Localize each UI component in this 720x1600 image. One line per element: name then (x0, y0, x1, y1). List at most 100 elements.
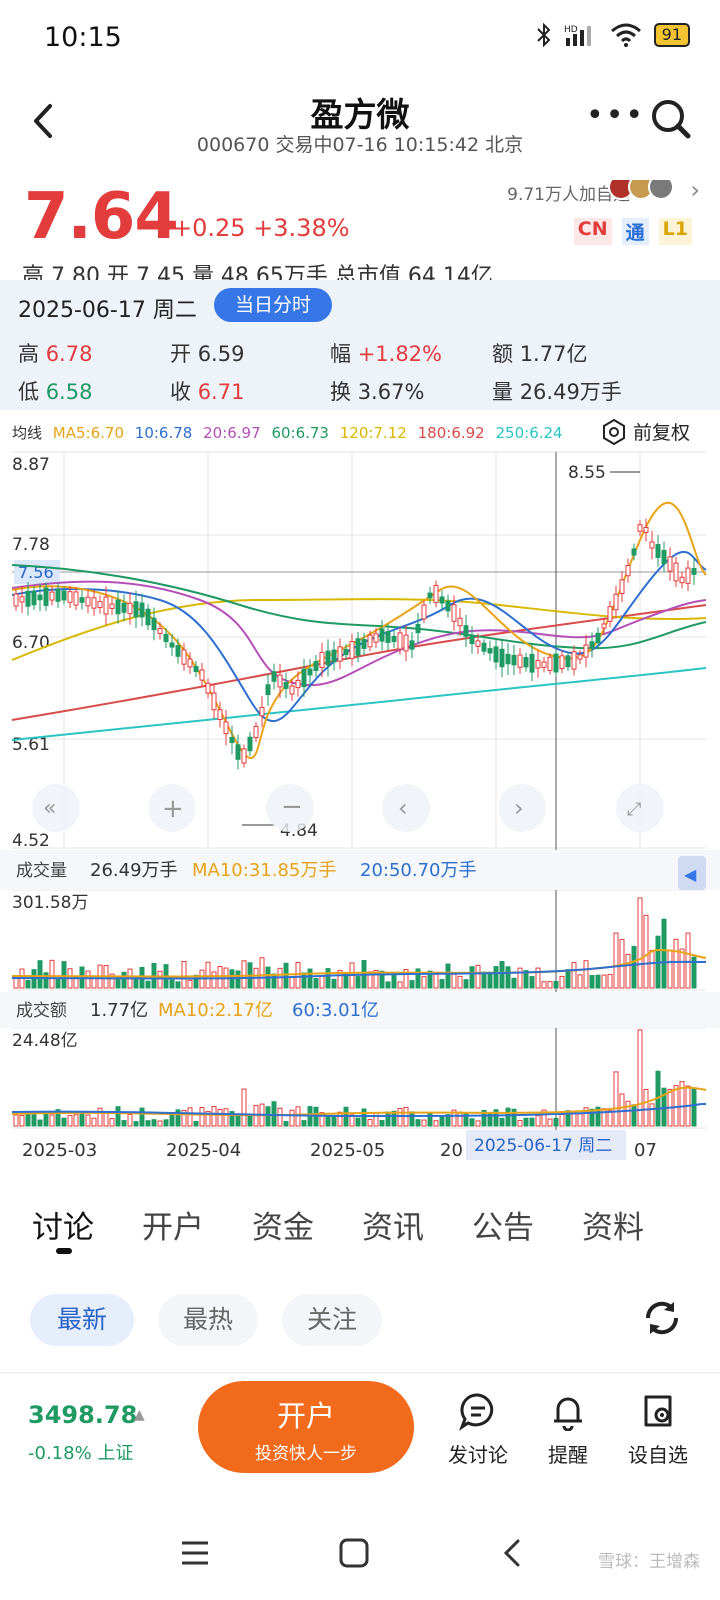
amount-bar (133, 1121, 139, 1127)
menu-icon[interactable] (180, 1539, 210, 1567)
amount-bar (373, 1112, 379, 1127)
volume-bar (643, 914, 649, 989)
quote-stats-row: 高 7.80 开 7.45 量 48.65万手 总市值 64.14亿 (22, 264, 493, 280)
open-account-button[interactable]: 开户 投资快人一步 (198, 1381, 414, 1473)
amount-bar (355, 1117, 361, 1127)
candle (223, 721, 229, 735)
pill-latest[interactable]: 最新 (30, 1294, 134, 1346)
followers-count[interactable]: 9.71万人加自选 (507, 185, 630, 205)
candle (601, 623, 607, 629)
chevron-left-icon: ‹ (398, 794, 408, 822)
more-icon[interactable]: ••• (586, 98, 646, 133)
tab-discussion[interactable]: 讨论 (32, 1210, 94, 1246)
volume-bar (319, 975, 325, 989)
amount-bar (145, 1120, 151, 1127)
candle (691, 567, 697, 575)
tab-announcements[interactable]: 公告 (472, 1210, 534, 1246)
connect-badge: 通 (621, 218, 649, 245)
market-badges: CN 通 L1 (573, 218, 692, 245)
amount-bar (265, 1106, 271, 1127)
kline-chart-area[interactable]: 均线 MA5:6.70 10:6.78 20:6.97 60:6.73 120:… (0, 410, 720, 1180)
candle (211, 692, 217, 711)
volume-bar (493, 966, 499, 989)
scroll-left-fast-button (32, 784, 80, 832)
candle (391, 635, 397, 643)
home-icon[interactable] (338, 1537, 370, 1569)
amount-max-label: 24.48亿 (12, 1031, 78, 1051)
amount-bar (241, 1088, 247, 1127)
chevron-right-icon[interactable]: › (690, 180, 700, 204)
back-nav-icon[interactable] (498, 1537, 526, 1569)
volume-bar (637, 897, 643, 989)
candle (67, 591, 73, 603)
ma120-value: 120:7.12 (339, 424, 407, 442)
alert-button[interactable]: 提醒 (528, 1391, 608, 1468)
candle (325, 650, 331, 666)
status-bar: 10:15 HD 91 (0, 0, 720, 80)
intraday-button[interactable]: 当日分时 (214, 288, 332, 322)
candle (445, 600, 451, 612)
candle (247, 736, 253, 752)
amount-bar (625, 1100, 631, 1127)
cn-badge: CN (573, 218, 612, 245)
tab-funds[interactable]: 资金 (252, 1210, 314, 1246)
tab-profile[interactable]: 资料 (582, 1210, 644, 1246)
candle (667, 556, 673, 572)
candle (259, 707, 265, 717)
amount-bar (517, 1120, 523, 1127)
back-icon[interactable] (20, 96, 70, 146)
amount-bar (433, 1120, 439, 1127)
add-watchlist-button[interactable]: 设自选 (618, 1391, 698, 1468)
low-stat: 低 6.58 (18, 376, 92, 406)
candle (73, 591, 79, 606)
level1-badge: L1 (658, 218, 692, 245)
volume-bar (187, 979, 193, 989)
close-stat: 收 6.71 (170, 376, 244, 406)
volume-bar (505, 966, 511, 989)
tab-open-account[interactable]: 开户 (142, 1210, 204, 1246)
amplitude-stat: 幅 +1.82% (330, 338, 442, 368)
day-detail-panel: 2025-06-17 周二 当日分时 高 6.78 开 6.59 幅 +1.82… (0, 280, 720, 410)
volume-title: 成交量 (16, 861, 67, 881)
tab-news[interactable]: 资讯 (362, 1210, 424, 1246)
pill-hot[interactable]: 最热 (158, 1294, 258, 1346)
candle (517, 654, 523, 668)
adjust-label: 前复权 (632, 422, 690, 444)
quote-panel: 7.64 +0.25 +3.38% 9.71万人加自选 › CN 通 L1 高 … (0, 180, 720, 280)
kline-svg: 8.87 7.78 6.70 5.61 4.52 7.56 8.55 4.84 (0, 451, 720, 1161)
volume-bar (337, 969, 343, 989)
refresh-icon[interactable] (640, 1296, 684, 1340)
post-discussion-button[interactable]: 发讨论 (438, 1391, 518, 1468)
volume-bar (541, 981, 547, 989)
candle (553, 653, 559, 673)
amount-bar (25, 1113, 31, 1127)
index-change[interactable]: -0.18% 上证 (28, 1443, 134, 1464)
amount-bar (673, 1085, 679, 1127)
search-icon[interactable] (646, 94, 696, 144)
volume-bar (325, 968, 331, 989)
stat-label: 量 (492, 380, 513, 404)
index-value[interactable]: 3498.78 (28, 1401, 138, 1429)
follower-avatars[interactable] (608, 180, 674, 200)
amount-bar (295, 1106, 301, 1127)
volume-bar (547, 981, 553, 989)
amount-bar (247, 1115, 253, 1127)
amount-bar (187, 1107, 193, 1127)
status-time: 10:15 (44, 22, 122, 53)
adjust-toggle[interactable]: 前复权 (601, 418, 690, 445)
amount-bar (37, 1119, 43, 1127)
pill-following[interactable]: 关注 (282, 1294, 382, 1346)
candle (127, 602, 133, 615)
volume-bar (487, 971, 493, 989)
candle (379, 628, 385, 642)
candle (205, 682, 211, 694)
candle (133, 601, 139, 618)
expand-icon: ⤢ (627, 799, 642, 820)
amount-bar (271, 1101, 277, 1127)
amount-bar (619, 1093, 625, 1127)
candle (55, 589, 61, 602)
candle (271, 671, 277, 682)
settings-icon (602, 418, 625, 445)
candle (535, 660, 541, 669)
stat-label: 换 (330, 380, 351, 404)
